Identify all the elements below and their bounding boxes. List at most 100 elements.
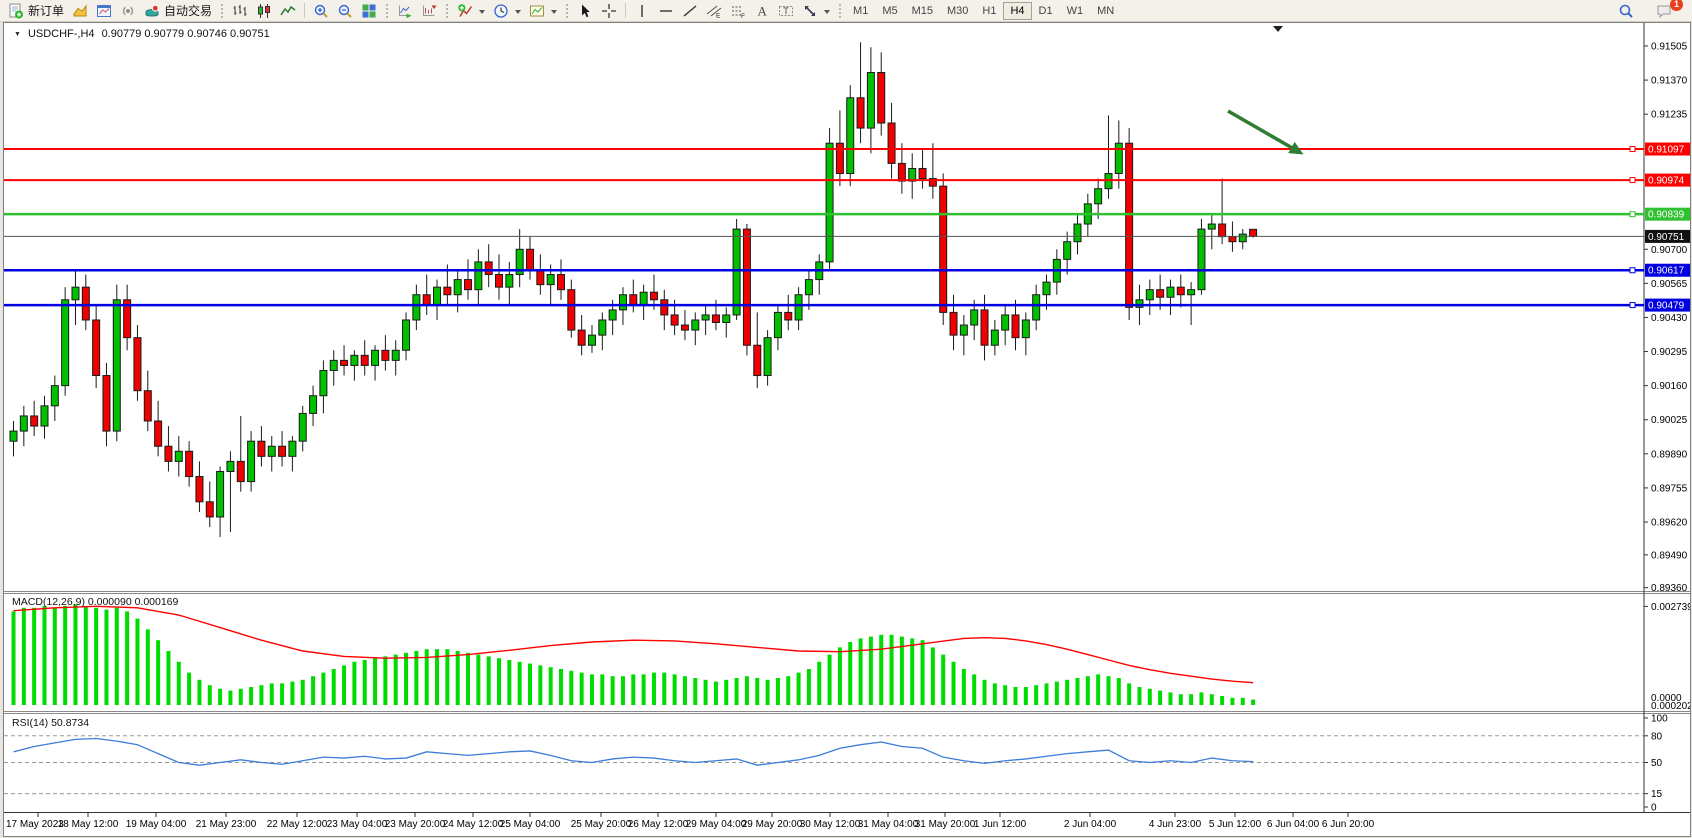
svg-text:23 May 20:00: 23 May 20:00 [385, 819, 446, 830]
vertical-line-button[interactable] [630, 1, 654, 21]
svg-text:T: T [783, 5, 789, 15]
timeframe-h1-button[interactable]: H1 [982, 4, 997, 17]
cursor-button[interactable] [573, 1, 597, 21]
search-button[interactable] [1614, 1, 1638, 21]
svg-text:26 May 12:00: 26 May 12:00 [628, 819, 689, 830]
new-order-label: 新订单 [28, 4, 65, 18]
candlestick-chart-button[interactable] [252, 1, 276, 21]
svg-text:1 Jun 12:00: 1 Jun 12:00 [974, 819, 1027, 830]
trendline-button[interactable] [678, 1, 702, 21]
horizontal-line-icon [658, 3, 674, 19]
chart-shift-marker[interactable] [1273, 26, 1283, 32]
chart-shift-button[interactable] [417, 1, 441, 21]
text-button[interactable]: A [750, 1, 774, 21]
toolbar-grip [566, 3, 569, 18]
auto-trading-icon [144, 3, 160, 19]
svg-text:21 May 23:00: 21 May 23:00 [196, 819, 257, 830]
dropdown-arrow-icon[interactable] [515, 9, 522, 17]
svg-text:A: A [758, 3, 768, 18]
auto-scroll-icon [397, 3, 413, 19]
dropdown-arrow-icon[interactable] [479, 9, 486, 17]
chart-canvas[interactable]: 0.91505 0.91370 0.91235 0.90700 0.90565 0.904… [4, 23, 1690, 836]
timeframe-m15-button[interactable]: M15 [911, 4, 933, 17]
chat-button[interactable]: 1 [1652, 0, 1683, 21]
svg-text:6 Jun 04:00: 6 Jun 04:00 [1267, 819, 1320, 830]
horizontal-line-button[interactable] [654, 1, 678, 21]
timeframe-h4-button[interactable]: H4 [1003, 1, 1032, 20]
equidistant-channel-button[interactable]: E [702, 1, 726, 21]
level-lines[interactable]: 0.91097 0.90974 0.90839 0.90617 0.90479 0.907… [4, 142, 1690, 312]
arrow-annotation[interactable] [1227, 109, 1304, 155]
toolbar-grip [221, 3, 224, 18]
new-order-button[interactable]: 新订单 [4, 1, 68, 21]
svg-text:0.89360: 0.89360 [1651, 583, 1688, 594]
search-icon [1618, 3, 1634, 19]
indicators-button[interactable] [453, 1, 489, 21]
arrows-icon [802, 3, 818, 19]
crosshair-icon [601, 3, 617, 19]
toolbar-right-group: 1 [1614, 0, 1688, 21]
svg-text:5 Jun 12:00: 5 Jun 12:00 [1209, 819, 1262, 830]
text-label-button[interactable]: T [774, 1, 798, 21]
arrows-button[interactable] [798, 1, 834, 21]
svg-text:25 May 20:00: 25 May 20:00 [571, 819, 632, 830]
dropdown-arrow-icon[interactable] [551, 9, 558, 17]
svg-text:0: 0 [1651, 803, 1657, 814]
charts-button[interactable] [92, 1, 116, 21]
svg-text:0.002739: 0.002739 [1651, 602, 1690, 613]
toolbar-grip [446, 3, 449, 18]
crosshair-button[interactable] [597, 1, 621, 21]
svg-text:E: E [716, 12, 721, 19]
svg-text:0.89890: 0.89890 [1651, 449, 1688, 460]
periods-button[interactable] [489, 1, 525, 21]
svg-text:23 May 04:00: 23 May 04:00 [327, 819, 388, 830]
templates-button[interactable] [525, 1, 561, 21]
auto-scroll-button[interactable] [393, 1, 417, 21]
auto-trading-label: 自动交易 [164, 4, 213, 18]
timeframe-mn-button[interactable]: MN [1097, 4, 1115, 17]
svg-text:0.90430: 0.90430 [1651, 313, 1688, 324]
periods-icon [493, 3, 509, 19]
line-chart-button[interactable] [276, 1, 300, 21]
svg-text:0.89620: 0.89620 [1651, 518, 1688, 529]
chart-window[interactable]: 0.91505 0.91370 0.91235 0.90700 0.90565 0.904… [3, 22, 1691, 837]
dropdown-arrow-icon[interactable] [824, 9, 831, 17]
fibonacci-button[interactable]: F [726, 1, 750, 21]
timeframe-m30-button[interactable]: M30 [947, 4, 969, 17]
svg-text:18 May 12:00: 18 May 12:00 [58, 819, 119, 830]
bar-chart-button[interactable] [228, 1, 252, 21]
svg-text:0.89755: 0.89755 [1651, 483, 1688, 494]
svg-text:80: 80 [1651, 731, 1663, 742]
auto-trading-button[interactable]: 自动交易 [140, 1, 216, 21]
cursor-icon [577, 3, 593, 19]
timeframe-d1-button[interactable]: D1 [1038, 4, 1053, 17]
svg-text:30 May 12:00: 30 May 12:00 [800, 819, 861, 830]
signals-button[interactable] [116, 1, 140, 21]
zoom-in-button[interactable] [309, 1, 333, 21]
indicators-icon [457, 3, 473, 19]
price-axis[interactable]: 0.91505 0.91370 0.91235 0.90700 0.90565 0.904… [4, 23, 1690, 812]
timeframe-m5-button[interactable]: M5 [882, 4, 898, 17]
ohlc-values: 0.90779 0.90779 0.90746 0.90751 [101, 28, 270, 40]
symbol-name: USDCHF-,H4 [27, 28, 95, 40]
timeframe-m1-button[interactable]: M1 [853, 4, 869, 17]
svg-text:17 May 2023: 17 May 2023 [6, 819, 64, 830]
candles [9, 42, 1258, 538]
svg-text:25 May 04:00: 25 May 04:00 [500, 819, 561, 830]
tile-windows-button[interactable] [357, 1, 381, 21]
timeframe-w1-button[interactable]: W1 [1066, 4, 1084, 17]
svg-text:0.90617: 0.90617 [1648, 266, 1685, 277]
trendline-icon [682, 3, 698, 19]
svg-text:0.90295: 0.90295 [1651, 347, 1688, 358]
svg-text:29 May 20:00: 29 May 20:00 [742, 819, 803, 830]
svg-text:31 May 04:00: 31 May 04:00 [858, 819, 919, 830]
market-button[interactable] [68, 1, 92, 21]
bar-chart-icon [232, 3, 248, 19]
tile-windows-icon [361, 3, 377, 19]
collapse-arrow-icon[interactable]: ▼ [14, 30, 21, 38]
svg-text:0.89490: 0.89490 [1651, 550, 1688, 561]
zoom-out-button[interactable] [333, 1, 357, 21]
svg-text:4 Jun 23:00: 4 Jun 23:00 [1149, 819, 1202, 830]
toolbar-grip [386, 3, 389, 18]
